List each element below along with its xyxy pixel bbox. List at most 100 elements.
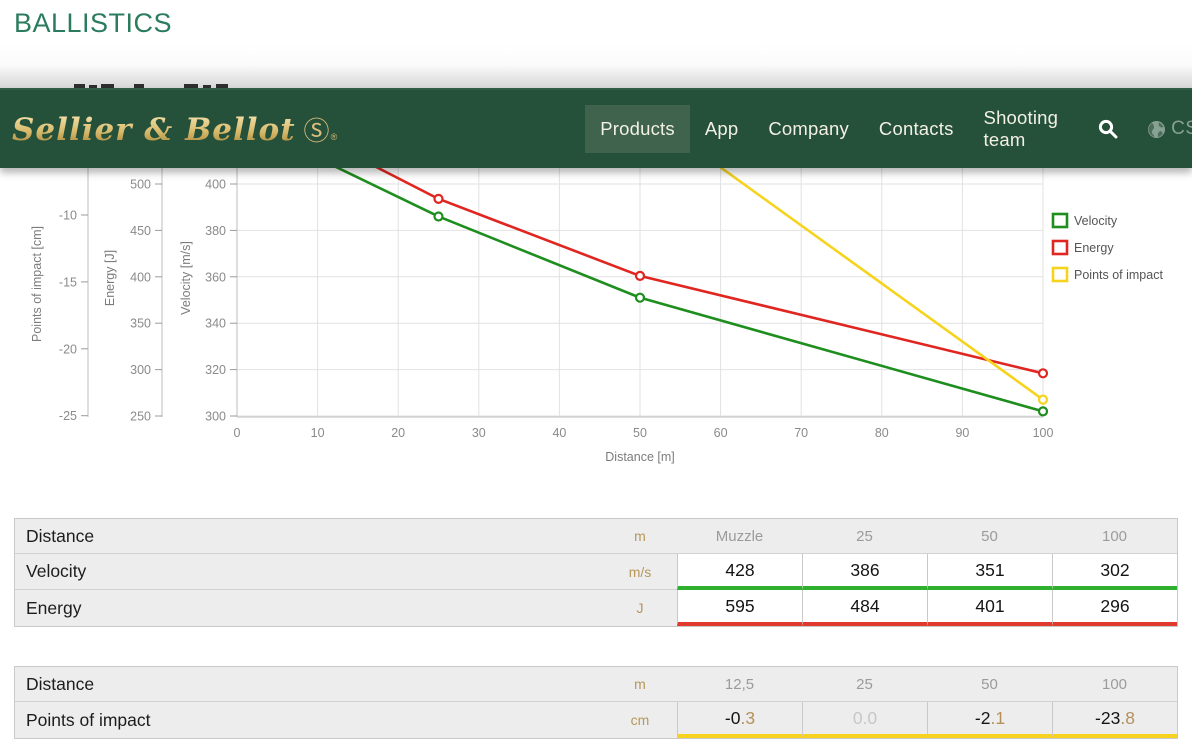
x-axis-title: Distance [m]	[605, 450, 674, 464]
velocity-row: Velocity m/s 428 386 351 302	[15, 554, 1177, 590]
svg-text:450: 450	[130, 224, 151, 238]
legend-label[interactable]: Velocity	[1074, 214, 1118, 228]
clipped-text-fragment	[184, 84, 198, 88]
clipped-text-fragment	[216, 84, 228, 88]
svg-text:30: 30	[472, 426, 486, 440]
row-unit: m	[603, 667, 677, 702]
registered-mark-icon: ®	[330, 131, 338, 142]
clipped-text-fragment	[74, 84, 85, 88]
search-button[interactable]	[1091, 112, 1125, 146]
legend-swatch-velocity[interactable]	[1051, 212, 1069, 229]
data-point-marker	[634, 270, 646, 281]
velocity-value: 302	[1052, 554, 1177, 590]
clipped-text-fragment	[89, 85, 97, 88]
row-label: Distance	[15, 667, 603, 702]
nav-item-company[interactable]: Company	[768, 118, 849, 139]
nav-item-shooting-team[interactable]: Shooting team	[983, 107, 1059, 150]
svg-text:-15: -15	[59, 275, 77, 289]
brand-monogram-icon: Ⓢ	[303, 115, 330, 146]
language-code: CS	[1171, 118, 1192, 139]
svg-text:400: 400	[205, 178, 226, 192]
distance-col: 100	[1052, 667, 1177, 702]
data-point-marker	[634, 292, 646, 303]
svg-text:90: 90	[955, 426, 969, 440]
svg-text:380: 380	[205, 224, 226, 238]
row-label: Energy	[15, 590, 603, 626]
clipped-content-strip	[0, 45, 1192, 88]
row-unit: m/s	[603, 554, 677, 590]
legend-label[interactable]: Points of impact	[1074, 268, 1163, 282]
svg-text:250: 250	[130, 410, 151, 424]
row-unit: cm	[603, 702, 677, 738]
velocity-value: 386	[802, 554, 927, 590]
legend-label[interactable]: Energy	[1074, 241, 1114, 255]
svg-text:100: 100	[1033, 426, 1054, 440]
table-header-row: Distance m 12,5 25 50 100	[15, 667, 1177, 702]
svg-text:40: 40	[552, 426, 566, 440]
row-label: Distance	[15, 519, 603, 554]
distance-col: 50	[927, 667, 1052, 702]
distance-col: 100	[1052, 519, 1177, 554]
nav-item-products[interactable]: Products	[585, 105, 690, 153]
poi-value: -2.1	[927, 702, 1052, 738]
row-unit: m	[603, 519, 677, 554]
energy-value: 484	[802, 590, 927, 626]
distance-col: 50	[927, 519, 1052, 554]
energy-value: 296	[1052, 590, 1177, 626]
poi-value: 0.0	[802, 702, 927, 738]
search-icon	[1099, 119, 1118, 139]
svg-text:50: 50	[633, 426, 647, 440]
svg-text:-25: -25	[59, 409, 77, 423]
svg-text:80: 80	[875, 426, 889, 440]
svg-text:10: 10	[311, 426, 325, 440]
velocity-energy-table: Distance m Muzzle 25 50 100 Velocity m/s…	[14, 518, 1178, 627]
svg-text:20: 20	[391, 426, 405, 440]
svg-text:300: 300	[205, 410, 226, 424]
svg-text:-10: -10	[59, 209, 77, 223]
points-of-impact-table: Distance m 12,5 25 50 100 Points of impa…	[14, 666, 1178, 739]
svg-text:360: 360	[205, 270, 226, 284]
svg-text:320: 320	[205, 363, 226, 377]
brand-logo[interactable]: Sellier & Bellot Ⓢ ®	[12, 111, 337, 148]
page-title: BALLISTICS	[14, 8, 173, 38]
nav-item-app[interactable]: App	[704, 118, 739, 139]
axis-title: Energy [J]	[103, 250, 117, 306]
row-unit: J	[603, 590, 677, 626]
svg-text:-20: -20	[59, 342, 77, 356]
poi-value: -0.3	[677, 702, 802, 738]
nav-item-contacts[interactable]: Contacts	[878, 118, 954, 139]
data-point-marker	[433, 211, 444, 222]
data-point-marker	[433, 193, 444, 204]
svg-text:350: 350	[130, 317, 151, 331]
svg-text:400: 400	[130, 270, 151, 284]
clipped-text-fragment	[203, 85, 211, 88]
points-of-impact-row: Points of impact cm -0.3 0.0 -2.1 -23.8	[15, 702, 1177, 738]
distance-col: 25	[802, 667, 927, 702]
data-point-marker	[1037, 368, 1049, 379]
distance-col: 25	[802, 519, 927, 554]
energy-value: 595	[677, 590, 802, 626]
svg-text:70: 70	[794, 426, 808, 440]
legend-swatch-points-of-impact[interactable]	[1051, 266, 1069, 283]
poi-value: -23.8	[1052, 702, 1177, 738]
energy-value: 401	[927, 590, 1052, 626]
clipped-text-fragment	[134, 84, 144, 88]
legend-swatch-energy[interactable]	[1051, 239, 1069, 256]
nav-icons: CS	[1091, 112, 1192, 146]
distance-col: 12,5	[677, 667, 802, 702]
energy-row: Energy J 595 484 401 296	[15, 590, 1177, 626]
table-header-row: Distance m Muzzle 25 50 100	[15, 519, 1177, 554]
row-label: Points of impact	[15, 702, 603, 738]
axis-title: Velocity [m/s]	[179, 241, 193, 315]
velocity-value: 428	[677, 554, 802, 590]
svg-text:300: 300	[130, 363, 151, 377]
row-label: Velocity	[15, 554, 603, 590]
axis-title: Points of impact [cm]	[30, 226, 44, 342]
main-navbar: Sellier & Bellot Ⓢ ® Products App Compan…	[0, 88, 1192, 168]
svg-text:340: 340	[205, 317, 226, 331]
globe-icon	[1148, 120, 1166, 138]
language-switcher[interactable]: CS	[1147, 118, 1192, 140]
nav-menu: Products App Company Contacts Shooting t…	[585, 94, 1073, 164]
distance-col: Muzzle	[677, 519, 802, 554]
